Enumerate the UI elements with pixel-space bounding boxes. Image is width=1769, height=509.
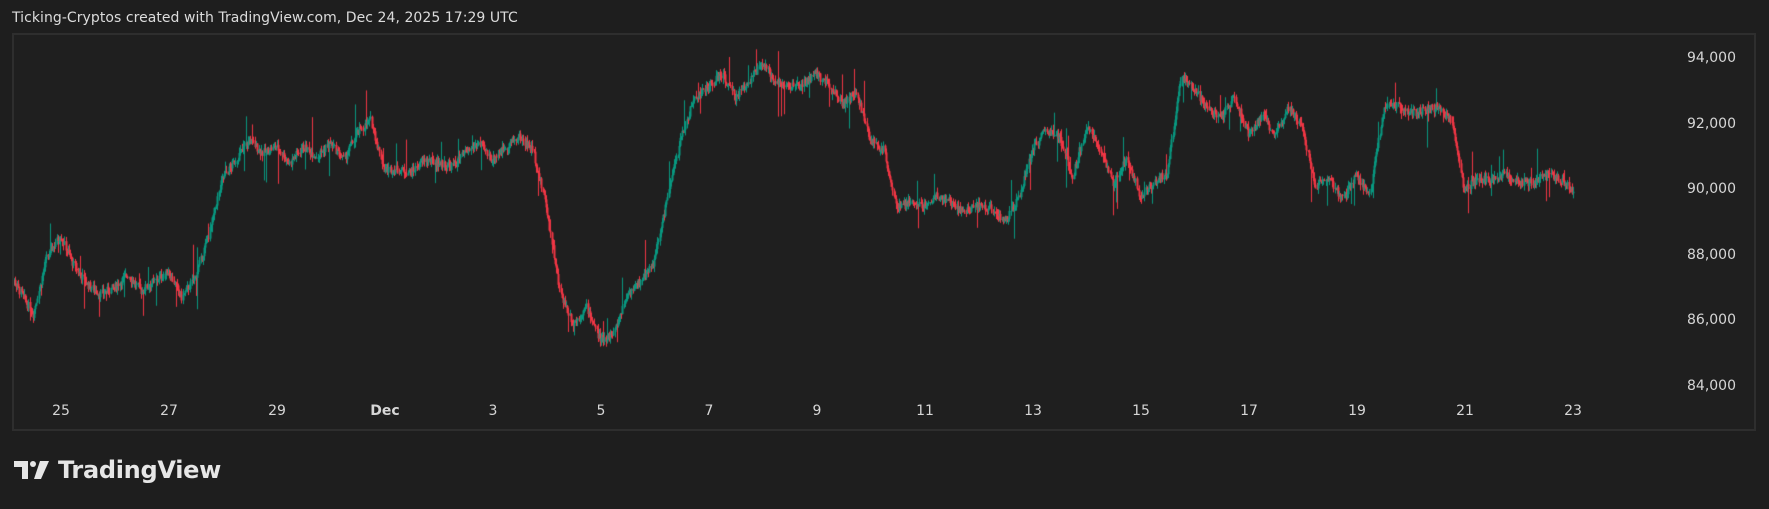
tradingview-logo[interactable]: TradingView bbox=[14, 456, 221, 484]
time-axis-label: 3 bbox=[488, 403, 498, 419]
time-axis-label: 11 bbox=[916, 403, 934, 419]
candlestick-series bbox=[14, 35, 1654, 395]
time-axis-label: 15 bbox=[1132, 403, 1150, 419]
time-axis-label: 27 bbox=[160, 403, 178, 419]
time-axis-label: 13 bbox=[1024, 403, 1042, 419]
price-axis[interactable]: 94,000 92,000 90,000 88,000 86,000 84,000 bbox=[1654, 35, 1754, 429]
time-axis-label: 9 bbox=[812, 403, 822, 419]
price-plot-area[interactable] bbox=[14, 35, 1654, 395]
tradingview-wordmark: TradingView bbox=[58, 456, 221, 484]
time-axis-label: 17 bbox=[1240, 403, 1258, 419]
price-axis-label: 90,000 bbox=[1687, 181, 1736, 198]
chart-frame: 94,000 92,000 90,000 88,000 86,000 84,000 25 2… bbox=[12, 33, 1756, 431]
tradingview-logo-icon bbox=[14, 461, 49, 479]
time-axis-label: 21 bbox=[1456, 403, 1474, 419]
time-axis-label: 5 bbox=[596, 403, 606, 419]
price-axis-label: 92,000 bbox=[1687, 115, 1736, 132]
time-axis-label: 29 bbox=[268, 403, 286, 419]
time-axis-label: Dec bbox=[370, 403, 400, 419]
price-axis-label: 84,000 bbox=[1687, 378, 1736, 394]
time-axis-label: 7 bbox=[704, 403, 714, 419]
price-axis-label: 88,000 bbox=[1687, 246, 1736, 263]
time-axis[interactable]: 25 27 29 Dec 3 5 7 9 11 13 15 17 19 21 23 bbox=[14, 395, 1654, 429]
time-axis-label: 23 bbox=[1564, 403, 1582, 419]
price-axis-label: 94,000 bbox=[1687, 50, 1736, 66]
chart-caption: Ticking-Cryptos created with TradingView… bbox=[12, 10, 518, 26]
time-axis-label: 25 bbox=[52, 403, 70, 419]
time-axis-label: 19 bbox=[1348, 403, 1366, 419]
price-axis-label: 86,000 bbox=[1687, 312, 1736, 329]
